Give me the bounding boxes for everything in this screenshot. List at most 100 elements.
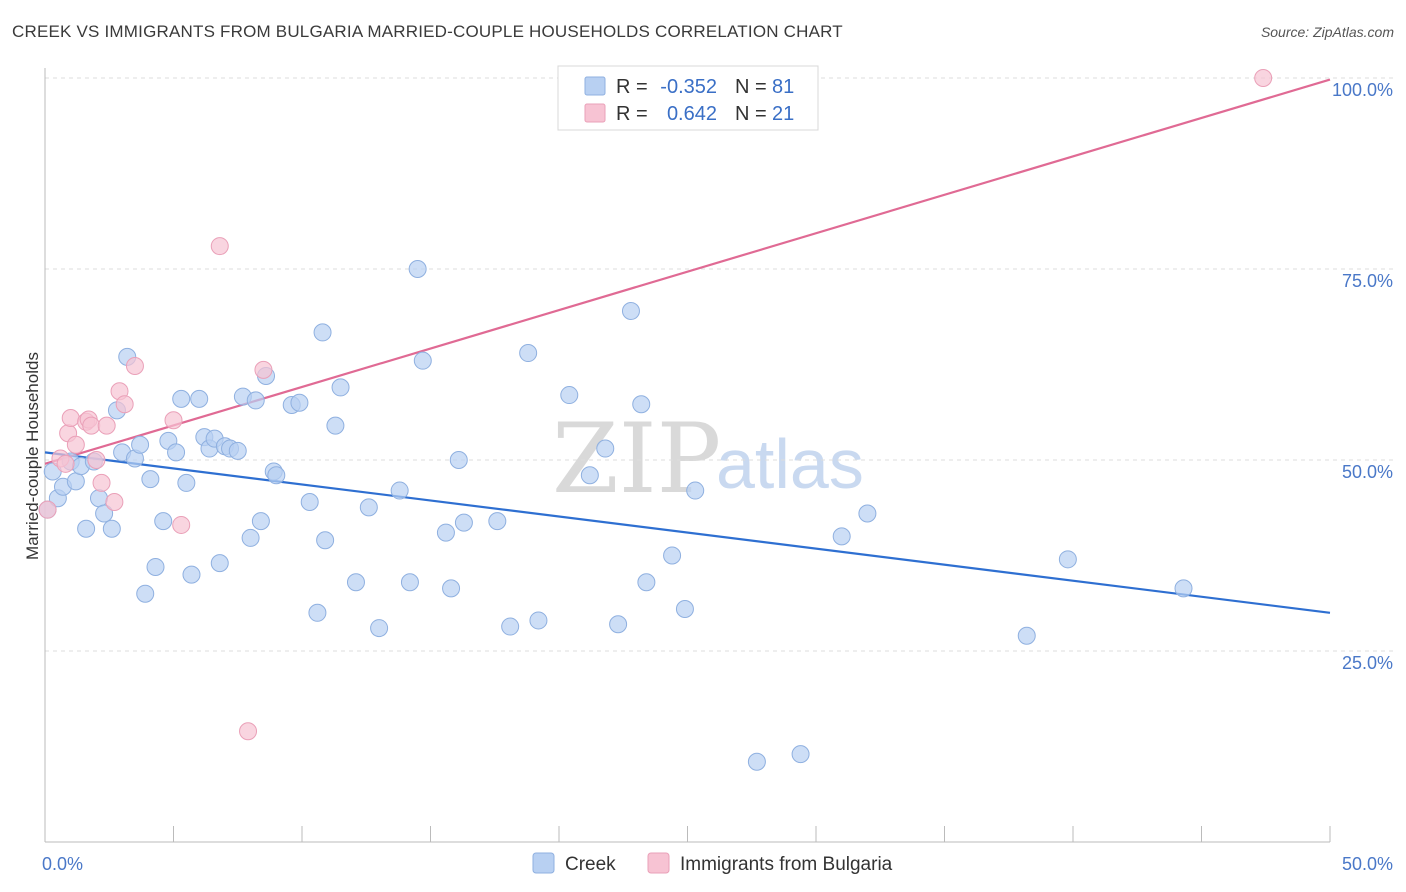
creek-point-78 [1017, 626, 1036, 645]
chart-title: CREEK VS IMMIGRANTS FROM BULGARIA MARRIE… [12, 22, 843, 41]
creek-point-11 [102, 519, 121, 538]
creek-point-25 [182, 565, 201, 584]
creek-point-26 [190, 389, 209, 408]
creek-point-69 [632, 395, 651, 414]
bulgaria-point-21 [1254, 69, 1273, 87]
creek-point-57 [442, 579, 461, 598]
legend-r-label-bulgaria: R = [616, 103, 648, 125]
legend-swatch-creek [584, 76, 606, 96]
bulgaria-point-5 [66, 435, 85, 454]
creek-point-52 [390, 481, 409, 500]
bottom-legend-label-bulgaria: Immigrants from Bulgaria [680, 854, 893, 875]
creek-point-73 [686, 481, 705, 500]
creek-point-44 [308, 603, 327, 622]
legend-r-label-creek: R = [616, 76, 648, 98]
creek-trend-line [44, 451, 1331, 614]
bottom-legend-swatch-creek [532, 852, 555, 874]
creek-point-35 [241, 528, 260, 547]
creek-point-36 [246, 391, 265, 410]
creek-point-23 [172, 389, 191, 408]
bulgaria-point-14 [115, 395, 134, 414]
creek-point-22 [167, 443, 186, 462]
legend-n-value-bulgaria: 21 [772, 103, 794, 125]
creek-point-50 [359, 498, 378, 517]
creek-point-75 [791, 745, 810, 764]
creek-point-48 [331, 378, 350, 397]
creek-point-56 [436, 523, 455, 542]
legend: R = -0.352 N = 81 R = 0.642 N = 21 [557, 65, 819, 131]
creek-point-24 [177, 473, 196, 492]
creek-point-9 [89, 489, 108, 508]
bulgaria-point-16 [164, 411, 183, 430]
creek-point-70 [637, 573, 656, 592]
creek-point-62 [519, 344, 538, 363]
creek-point-54 [408, 260, 427, 278]
creek-point-51 [370, 619, 389, 638]
creek-point-43 [300, 493, 319, 512]
bulgaria-point-17 [172, 515, 191, 534]
creek-point-10 [95, 504, 114, 523]
creek-point-33 [228, 441, 247, 460]
creek-point-49 [346, 573, 365, 592]
bulgaria-point-8 [82, 416, 101, 435]
creek-point-74 [747, 752, 766, 771]
creek-point-37 [251, 512, 270, 531]
creek-point-17 [136, 584, 155, 603]
creek-point-59 [454, 513, 473, 532]
axes [44, 68, 1331, 843]
chart-source: Source: ZipAtlas.com [1260, 24, 1394, 40]
watermark-atlas: atlas [716, 425, 864, 503]
creek-point-65 [580, 466, 599, 485]
bulgaria-point-12 [105, 493, 124, 512]
creek-point-53 [400, 573, 419, 592]
bulgaria-point-18 [210, 237, 229, 256]
legend-n-value-creek: 81 [772, 76, 794, 98]
creek-point-76 [832, 527, 851, 546]
legend-swatch-bulgaria [584, 103, 606, 123]
legend-r-value-bulgaria: 0.642 [667, 103, 717, 125]
bulgaria-point-10 [92, 473, 111, 492]
creek-point-67 [609, 615, 628, 634]
trend-lines [44, 78, 1331, 614]
creek-point-42 [290, 393, 309, 412]
creek-point-60 [488, 512, 507, 531]
bulgaria-point-20 [254, 360, 273, 379]
bulgaria-point-15 [125, 357, 144, 376]
bulgaria-point-9 [87, 451, 106, 469]
data-points [38, 69, 1273, 771]
creek-point-5 [66, 472, 85, 491]
bottom-legend: Creek Immigrants from Bulgaria [532, 852, 893, 875]
creek-point-58 [449, 451, 468, 469]
creek-point-77 [858, 504, 877, 523]
creek-point-55 [413, 351, 432, 370]
x-tick-label-0: 0.0% [42, 854, 83, 874]
creek-point-20 [154, 512, 173, 531]
bulgaria-point-0 [38, 500, 57, 519]
creek-point-46 [316, 531, 335, 550]
creek-point-47 [326, 416, 345, 435]
y-tick-label-1: 50.0% [1342, 462, 1393, 482]
bottom-legend-label-creek: Creek [565, 854, 616, 875]
bottom-legend-swatch-bulgaria [647, 852, 670, 874]
y-tick-label-2: 75.0% [1342, 271, 1393, 291]
tick-labels: 25.0% 50.0% 75.0% 100.0% 0.0% 50.0% [42, 80, 1393, 874]
creek-point-61 [501, 617, 520, 636]
creek-point-68 [621, 302, 640, 321]
bulgaria-point-19 [239, 722, 258, 741]
creek-point-7 [77, 519, 96, 538]
grid-lines [45, 77, 1395, 652]
legend-n-label-creek: N = [735, 76, 767, 98]
bulgaria-point-4 [61, 408, 80, 427]
creek-point-18 [141, 470, 160, 489]
legend-r-value-creek: -0.352 [660, 76, 717, 98]
creek-point-30 [210, 554, 229, 573]
creek-point-63 [529, 611, 548, 630]
creek-point-16 [131, 435, 150, 454]
bulgaria-point-11 [97, 416, 116, 435]
y-tick-label-0: 25.0% [1342, 653, 1393, 673]
y-tick-label-3: 100.0% [1332, 80, 1393, 100]
x-tick-label-1: 50.0% [1342, 854, 1393, 874]
creek-point-71 [663, 546, 682, 565]
watermark: ZIP atlas [552, 403, 864, 515]
